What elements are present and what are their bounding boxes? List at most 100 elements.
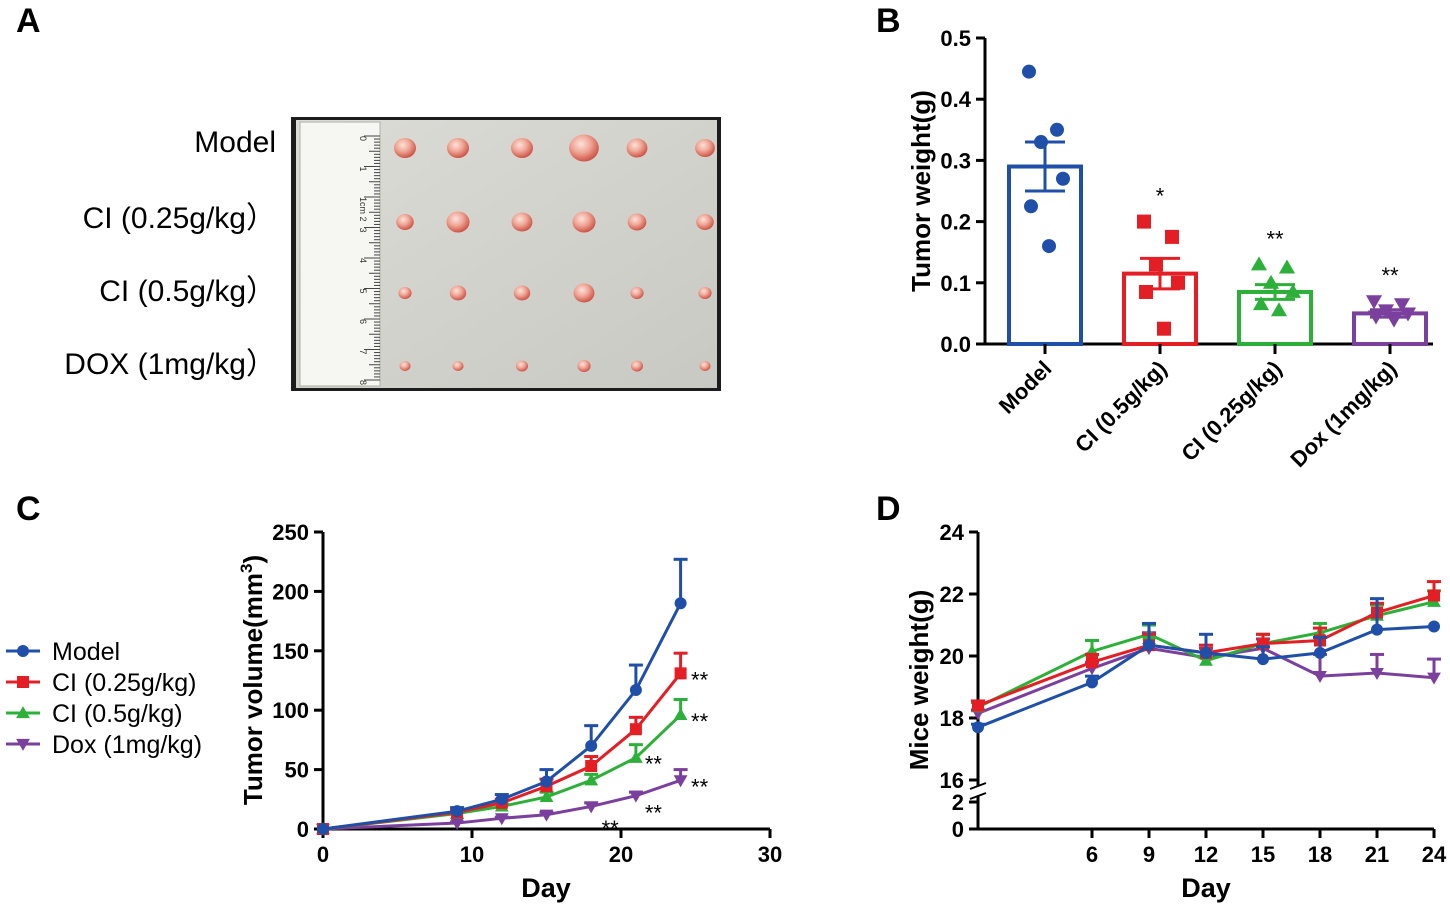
data-point — [1284, 283, 1302, 298]
data-point — [1200, 646, 1212, 659]
y-axis-label-end: ) — [238, 555, 268, 564]
ruler-tick-label: 7 — [358, 350, 368, 355]
photo-row-label: CI (0.25g/kg） — [83, 202, 276, 235]
data-point — [539, 790, 554, 803]
legend-label: CI (0.25g/kg) — [52, 669, 197, 697]
significance-marker: ** — [691, 774, 709, 799]
y-tick-label: 0 — [297, 817, 309, 842]
x-tick-label: 15 — [1251, 842, 1275, 867]
tumor-sample — [573, 283, 595, 303]
data-point — [1371, 623, 1383, 636]
data-point — [1262, 274, 1280, 289]
data-point — [1428, 620, 1440, 633]
mice-weight-chart: 16 18 20 22 24 02 6 9 12 15 18 21 24 Day Mice weight(g… — [904, 520, 1447, 903]
tumor-sample — [513, 285, 531, 301]
y-tick-label: 0.2 — [940, 210, 971, 235]
data-point — [1137, 214, 1151, 229]
data-point — [495, 793, 508, 806]
x-tick-label: 21 — [1365, 842, 1389, 867]
x-tick-label: CI (0.5g/kg) — [1070, 356, 1172, 458]
tumor-sample — [515, 360, 529, 372]
y-tick-label: 100 — [272, 698, 309, 723]
tumor-sample — [577, 360, 591, 372]
data-point — [1393, 298, 1411, 313]
tumor-sample — [398, 287, 412, 299]
data-point — [1157, 321, 1171, 336]
tumor-sample — [399, 361, 411, 371]
x-tick-label: 12 — [1194, 842, 1218, 867]
data-point — [317, 823, 329, 835]
data-point — [1042, 239, 1056, 254]
y-axis-label-main: Tumor volume(mm — [238, 573, 268, 805]
tumor-sample — [569, 134, 599, 162]
ruler-tick-label: 8 — [358, 380, 368, 385]
y-tick-label: 0.1 — [940, 271, 971, 296]
y-tick-label: 0.5 — [940, 26, 971, 51]
x-axis-label: Day — [521, 873, 571, 903]
tumor-weight-chart: 0.0 0.1 0.2 0.3 0.4 0.5 Tumor weight(g) Model * C… — [906, 26, 1433, 472]
tumor-sample — [696, 214, 714, 230]
ruler-tick-label: 6 — [358, 319, 368, 324]
data-point — [1149, 257, 1163, 272]
x-tick-label: 20 — [609, 842, 633, 867]
y-tick-label: 16 — [940, 768, 964, 793]
data-point — [1143, 639, 1155, 652]
axis-break-mark — [969, 792, 987, 800]
series-line — [977, 625, 1435, 729]
data-point — [1427, 672, 1441, 685]
legend-marker — [17, 676, 29, 688]
panel-label-d: D — [876, 490, 901, 528]
data-point — [585, 739, 598, 752]
tumor-sample — [695, 139, 715, 157]
tumor-sample — [446, 211, 470, 233]
data-point — [1252, 296, 1270, 311]
data-point — [1086, 656, 1098, 669]
y-tick-label: 250 — [272, 520, 309, 545]
panel-label-b: B — [876, 2, 901, 40]
tumor-sample — [511, 138, 533, 158]
significance-marker: ** — [645, 800, 663, 825]
x-tick-label: 0 — [317, 842, 329, 867]
y-axis-label-sup: 3 — [237, 564, 256, 573]
x-axis-label: Day — [1181, 873, 1231, 903]
ruler-tick-label: 4 — [358, 258, 368, 263]
data-point — [1022, 64, 1036, 79]
panel-label-c: C — [16, 490, 41, 528]
data-point — [629, 684, 642, 697]
data-point — [540, 775, 553, 788]
data-point — [629, 750, 643, 763]
legend-marker — [16, 738, 30, 751]
data-point — [585, 760, 598, 773]
tumor-sample — [699, 361, 711, 371]
data-point — [1367, 310, 1385, 325]
significance-marker: ** — [691, 709, 709, 734]
data-point — [1050, 122, 1064, 137]
x-tick-label: Dox (1mg/kg) — [1285, 356, 1401, 472]
x-tick-label: 18 — [1308, 842, 1332, 867]
y-tick-label: 0.4 — [940, 87, 971, 112]
tumor-sample — [630, 287, 644, 299]
tumor-volume-chart: 0 50 100 150 200 250 0 10 20 30 Day Tumor volume(mm… — [6, 520, 782, 903]
significance-marker: ** — [602, 816, 620, 841]
data-point — [673, 775, 688, 788]
data-point — [1250, 256, 1268, 271]
x-tick-label: 24 — [1422, 842, 1447, 867]
data-point — [673, 708, 688, 721]
data-point — [451, 805, 464, 818]
data-point — [1370, 667, 1384, 680]
photo-row-label: CI (0.5g/kg） — [99, 275, 276, 308]
y-tick-label: 150 — [272, 639, 309, 664]
y-axis-label: Mice weight(g) — [904, 590, 934, 771]
data-point — [1139, 284, 1153, 299]
significance-marker: ** — [1266, 226, 1284, 251]
x-tick-label: CI (0.25g/kg) — [1176, 356, 1286, 466]
ruler-tick-label: 1cm 2 — [358, 197, 368, 222]
x-tick-label: 30 — [758, 842, 782, 867]
data-point — [494, 813, 509, 826]
photo-row-label: Model — [194, 126, 276, 159]
tumor-sample — [449, 285, 467, 301]
data-point — [1428, 589, 1440, 602]
y-axis-label: Tumor weight(g) — [906, 90, 936, 292]
tumor-sample — [396, 214, 414, 230]
